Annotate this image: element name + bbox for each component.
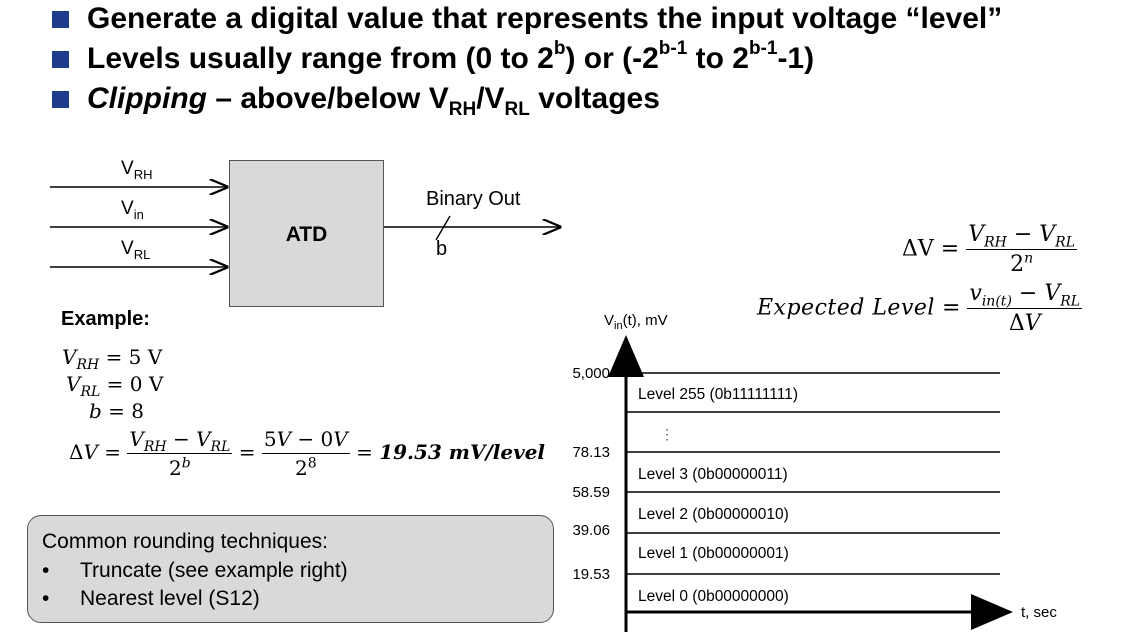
bullet-1: Generate a digital value that represents… bbox=[87, 2, 1003, 35]
example-vrl: VRL = 0 V bbox=[66, 372, 164, 400]
bullet-marker-2 bbox=[52, 51, 69, 68]
rounding-box: Common rounding techniques: • Truncate (… bbox=[27, 515, 554, 623]
tick-78: 78.13 bbox=[572, 444, 610, 461]
expected-level-formula: Expected Level = vin(t) − VRL ΔV bbox=[757, 281, 1083, 336]
tick-5000: 5,000 bbox=[572, 365, 610, 382]
bus-slash bbox=[435, 215, 451, 241]
level-0-label: Level 0 (0b00000000) bbox=[638, 588, 789, 605]
example-b: b = 8 bbox=[89, 399, 145, 423]
rounding-title: Common rounding techniques: bbox=[42, 530, 329, 553]
tick-19: 19.53 bbox=[572, 566, 610, 583]
input-label-vin: Vin bbox=[121, 198, 144, 222]
bus-width-label: b bbox=[436, 238, 448, 260]
example-result: 19.53 mV/level bbox=[379, 440, 546, 464]
delta-v-formula: ΔV = VRH − VRL 2n bbox=[902, 222, 1077, 277]
level-1-label: Level 1 (0b00000001) bbox=[638, 545, 789, 562]
example-delta-v: ΔV = VRH − VRL 2b = 5V − 0V 28 = 19.53 m… bbox=[69, 427, 546, 480]
bullet-marker-3 bbox=[52, 91, 69, 108]
bullet-3: Clipping – above/below VRH/VRL voltages bbox=[87, 82, 660, 120]
graph-x-label: t, sec bbox=[1021, 604, 1057, 621]
tick-58: 58.59 bbox=[572, 484, 610, 501]
tick-39: 39.06 bbox=[572, 522, 610, 539]
level-2-label: Level 2 (0b00000010) bbox=[638, 506, 789, 523]
level-255-label: Level 255 (0b11111111) bbox=[638, 386, 799, 403]
atd-label: ATD bbox=[285, 223, 328, 246]
level-ellipsis: ⋮ bbox=[660, 426, 674, 442]
atd-block: ATD bbox=[229, 160, 384, 307]
graph-y-label: Vin(t), mV bbox=[604, 312, 668, 332]
input-label-vrl: VRL bbox=[121, 238, 151, 262]
binary-out-label: Binary Out bbox=[426, 188, 521, 210]
level-3-label: Level 3 (0b00000011) bbox=[638, 466, 788, 483]
input-label-vrh: VRH bbox=[121, 158, 153, 182]
example-vrh: VRH = 5 V bbox=[62, 345, 163, 373]
example-title: Example: bbox=[61, 308, 150, 330]
bullet-2: Levels usually range from (0 to 2b) or (… bbox=[87, 38, 815, 75]
bullet-marker-1 bbox=[52, 11, 69, 28]
